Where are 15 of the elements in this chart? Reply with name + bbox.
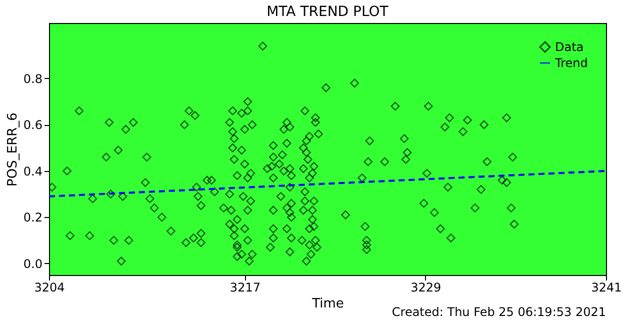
y-tick-label: 0.6 <box>23 118 42 132</box>
legend-label: Data <box>555 40 584 54</box>
text: Created: Thu Feb 25 06:19:53 2021 <box>392 305 606 319</box>
y-tick-label: 0.0 <box>23 256 42 271</box>
x-tick-label: 3229 <box>410 280 442 294</box>
chart-title: MTA TREND PLOT <box>266 4 389 20</box>
x-tick-label: 3204 <box>34 280 65 294</box>
x-axis-title: Time <box>311 296 344 312</box>
y-axis-title: POS_ERR_6 <box>5 112 20 186</box>
y-tick-label: 0.4 <box>23 164 42 178</box>
x-tick-label: 3241 <box>591 280 622 294</box>
y-tick-label: 0.8 <box>23 72 42 86</box>
legend-label: Trend <box>554 56 588 70</box>
y-tick-label: 0.2 <box>23 210 42 225</box>
x-tick-label: 3217 <box>230 280 260 294</box>
